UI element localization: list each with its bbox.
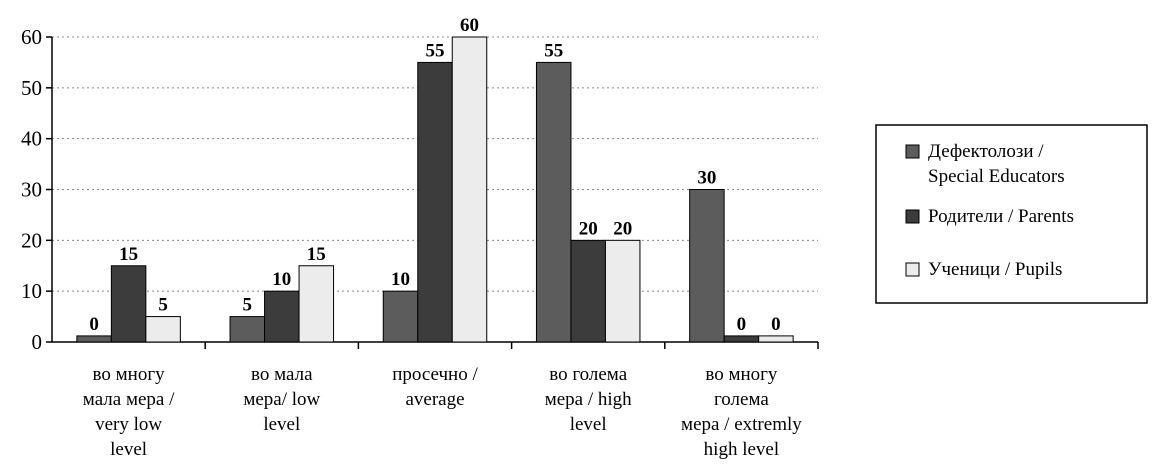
bar	[229, 316, 266, 343]
bar	[264, 290, 300, 343]
bar	[110, 265, 147, 343]
bar	[723, 335, 760, 343]
bar	[145, 316, 181, 343]
data-label: 60	[460, 15, 479, 36]
data-label: 55	[426, 40, 445, 61]
bar	[298, 265, 335, 343]
y-tick-label: 10	[21, 279, 42, 303]
x-category-label: во многу	[705, 364, 778, 385]
x-category-label: level	[110, 439, 147, 460]
x-category-label: во мала	[251, 364, 313, 385]
x-category-label: мера / extremly	[681, 414, 802, 435]
bar	[604, 239, 641, 343]
data-label: 30	[697, 168, 716, 189]
x-category-label: level	[570, 414, 607, 435]
y-tick-label: 60	[21, 25, 42, 49]
x-category-label: level	[263, 414, 300, 435]
x-category-label: во голема	[549, 364, 627, 385]
data-label: 20	[613, 218, 632, 239]
data-label: 5	[158, 295, 168, 316]
x-category-label: high level	[704, 439, 779, 460]
x-category-label: мера / high	[545, 389, 632, 410]
legend-label: Дефектолози /	[928, 141, 1044, 162]
bar	[535, 61, 572, 343]
data-label: 0	[771, 314, 781, 335]
data-label: 20	[579, 218, 598, 239]
data-label: 0	[737, 314, 747, 335]
bar	[382, 290, 419, 343]
y-tick-label: 50	[21, 76, 42, 100]
x-category-label: мала мера /	[83, 389, 175, 410]
bar	[451, 36, 488, 343]
legend-label: Special Educators	[928, 166, 1065, 187]
bar	[76, 335, 112, 343]
x-category-label: во многу	[93, 364, 166, 385]
data-label: 15	[307, 244, 326, 265]
x-category-label: мера/ low	[243, 389, 320, 410]
data-label: 10	[391, 269, 410, 290]
x-category-label: просечно /	[392, 364, 478, 385]
legend-swatch	[905, 209, 920, 224]
y-tick-label: 20	[21, 228, 42, 252]
x-category-label: average	[405, 389, 464, 410]
data-label: 55	[544, 40, 563, 61]
y-tick-label: 0	[32, 330, 43, 354]
data-label: 15	[119, 244, 138, 265]
y-tick-label: 40	[21, 127, 42, 151]
bar	[417, 61, 453, 343]
bar	[570, 239, 606, 343]
bar	[689, 189, 725, 343]
data-label: 10	[272, 269, 291, 290]
legend-box	[875, 124, 1148, 304]
legend-swatch	[905, 262, 920, 277]
legend-label: Ученици / Pupils	[928, 259, 1062, 280]
legend-label: Родители / Parents	[928, 206, 1074, 227]
data-label: 0	[89, 314, 99, 335]
x-category-label: голема	[714, 389, 769, 410]
bar	[758, 335, 794, 343]
data-label: 5	[243, 295, 253, 316]
x-category-label: very low	[95, 414, 162, 435]
y-tick-label: 30	[21, 178, 42, 202]
legend-swatch	[905, 144, 920, 159]
